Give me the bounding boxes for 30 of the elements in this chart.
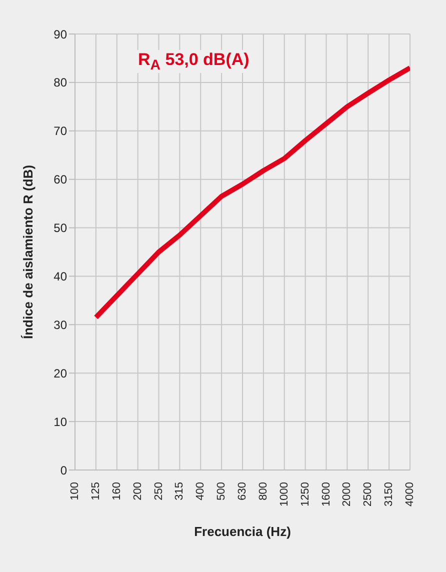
x-tick-label: 315 bbox=[174, 482, 186, 500]
y-tick-label: 90 bbox=[54, 27, 68, 42]
x-tick-label: 160 bbox=[110, 482, 123, 500]
x-tick-label: 400 bbox=[194, 482, 207, 500]
x-tick-label: 1250 bbox=[299, 482, 312, 506]
y-tick-label: 30 bbox=[54, 318, 68, 332]
x-tick-label: 2500 bbox=[362, 482, 374, 506]
y-tick-label: 0 bbox=[60, 463, 68, 478]
x-tick-label: 4000 bbox=[404, 482, 416, 506]
y-axis-title: Índice de aislamiento R (dB) bbox=[20, 164, 36, 340]
y-tick-label: 10 bbox=[54, 414, 68, 429]
x-tick-label: 250 bbox=[152, 482, 165, 500]
x-tick-label: 630 bbox=[236, 482, 248, 500]
y-tick-label: 20 bbox=[54, 366, 68, 380]
x-tick-label: 1000 bbox=[278, 482, 290, 506]
x-tick-label: 500 bbox=[216, 482, 228, 500]
x-tick-label: 100 bbox=[69, 482, 81, 500]
y-tick-label: 70 bbox=[54, 124, 68, 138]
x-tick-label: 125 bbox=[90, 482, 102, 500]
y-tick-label: 40 bbox=[54, 269, 68, 284]
x-tick-label: 1600 bbox=[320, 482, 332, 506]
x-tick-label: 200 bbox=[132, 482, 144, 500]
x-tick-label: 2000 bbox=[341, 482, 354, 506]
x-tick-label: 3150 bbox=[383, 482, 396, 506]
x-tick-label: 800 bbox=[257, 482, 270, 500]
y-tick-label: 80 bbox=[54, 76, 68, 90]
y-tick-label: 60 bbox=[54, 172, 68, 187]
annotation: R$_{A}$ 53,0 dB(A) bbox=[136, 50, 252, 74]
y-tick-label: 50 bbox=[54, 221, 68, 236]
x-axis-title: Frecuencia (Hz) bbox=[194, 524, 291, 539]
